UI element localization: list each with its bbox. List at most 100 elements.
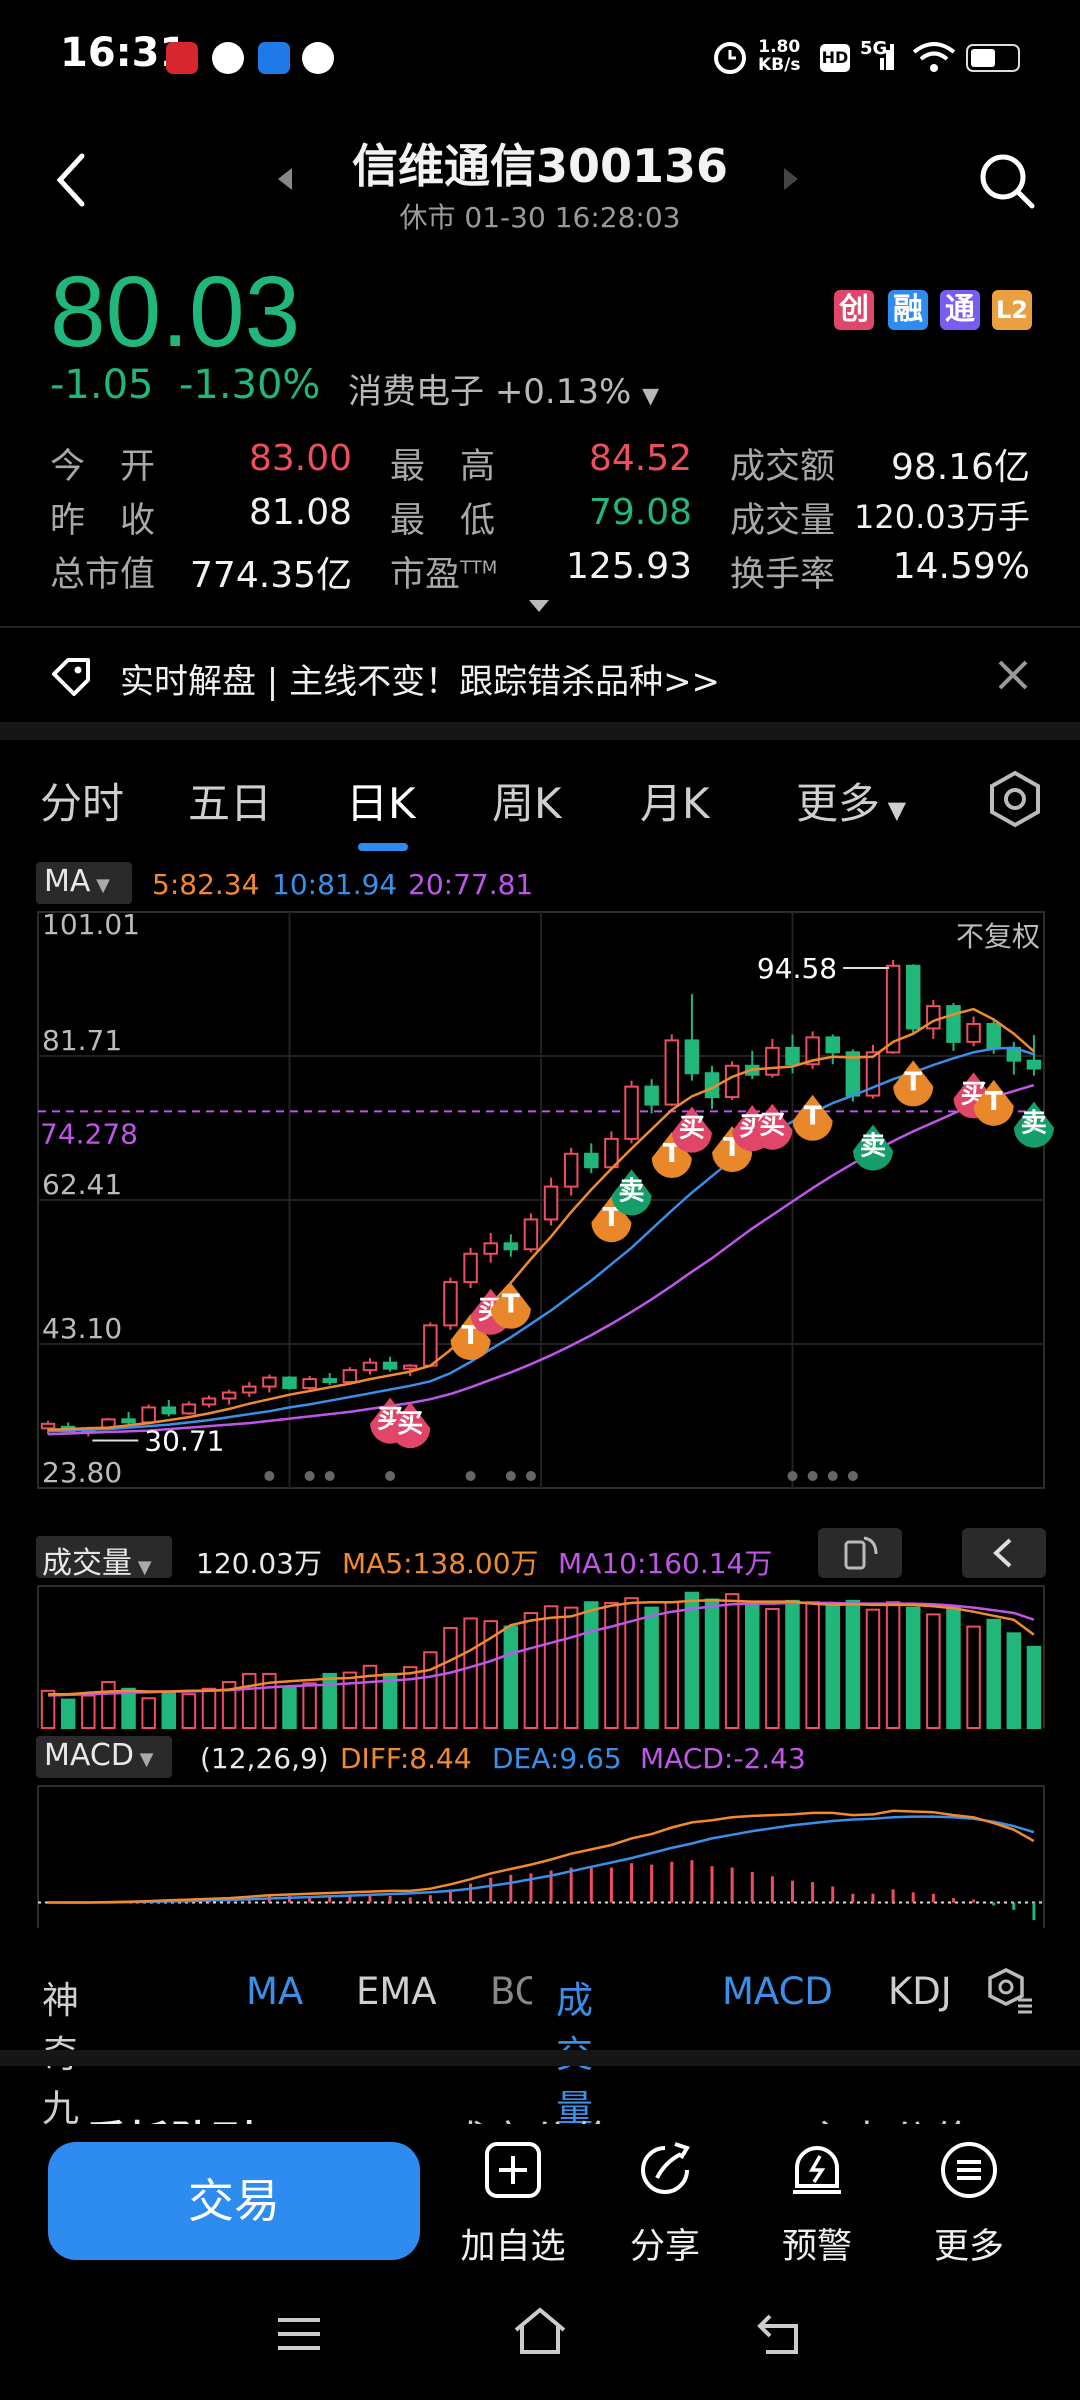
- expand-icon[interactable]: [528, 598, 550, 614]
- tab-daily-k[interactable]: 日K: [346, 779, 416, 828]
- tag-icon: [52, 658, 90, 696]
- section-tab-price-dist[interactable]: 成交分价: [446, 2108, 614, 2124]
- section-tab-main-dist[interactable]: 主力分价: [806, 2108, 974, 2124]
- trade-signal-marker[interactable]: 买: [390, 1402, 431, 1449]
- event-dot[interactable]: [827, 1471, 838, 1481]
- chevron-down-icon: ▼: [642, 384, 660, 409]
- ma-selector[interactable]: MA ▼: [36, 862, 132, 904]
- news-banner[interactable]: 实时解盘 | 主线不变！跟踪错杀品种>>: [0, 628, 1080, 722]
- candle: [181, 1401, 197, 1415]
- rotate-button[interactable]: [818, 1528, 902, 1578]
- quote-label-text: 成交量: [730, 501, 836, 541]
- message-icon: [302, 42, 334, 74]
- candlestick-chart[interactable]: 101.01 81.71 62.41 43.10 23.80 74.278 不复权 94.58…: [0, 900, 1080, 1500]
- event-dot[interactable]: [847, 1471, 858, 1481]
- volume-bar: [302, 1682, 317, 1729]
- home-icon[interactable]: [510, 2306, 570, 2358]
- indicator-settings-icon[interactable]: [986, 1966, 1036, 2016]
- adjust-mode-label[interactable]: 不复权: [956, 920, 1040, 953]
- indicator-tab-ema[interactable]: EMA: [356, 1970, 437, 2013]
- collapse-button[interactable]: [962, 1528, 1046, 1578]
- sector-link[interactable]: 消费电子 +0.13% ▼: [348, 364, 659, 413]
- quote-value: 125.93: [566, 546, 692, 587]
- trade-signal-marker[interactable]: 卖: [852, 1124, 893, 1171]
- volume-chart[interactable]: [0, 1580, 1080, 1730]
- prev-stock-icon[interactable]: [276, 166, 294, 192]
- wechat-icon: [212, 42, 244, 74]
- back-icon[interactable]: [54, 152, 88, 208]
- candle: [865, 1044, 881, 1099]
- trade-signal-marker[interactable]: T: [651, 1132, 692, 1179]
- add-watchlist-button[interactable]: 加自选: [448, 2140, 578, 2269]
- volume-bar: [845, 1599, 861, 1729]
- trade-signal-marker[interactable]: T: [490, 1282, 531, 1329]
- trade-signal-marker[interactable]: 买: [752, 1103, 793, 1150]
- event-dot[interactable]: [787, 1471, 798, 1481]
- trade-signal-marker[interactable]: 买: [671, 1106, 712, 1153]
- y-axis-label: 81.71: [42, 1024, 122, 1057]
- event-dot[interactable]: [264, 1471, 275, 1481]
- tab-monthly-k[interactable]: 月K: [640, 779, 710, 828]
- macd-selector[interactable]: MACD ▼: [36, 1736, 172, 1778]
- tab-weekly-k[interactable]: 周K: [492, 779, 562, 828]
- event-dot[interactable]: [807, 1471, 818, 1481]
- quote-value: 98.16亿: [890, 447, 1030, 488]
- stock-title: 信维通信300136: [351, 139, 729, 193]
- signal-label: T: [985, 1087, 1003, 1117]
- close-icon[interactable]: [996, 658, 1030, 692]
- event-dot[interactable]: [385, 1471, 396, 1481]
- event-dot[interactable]: [505, 1471, 516, 1481]
- next-stock-icon[interactable]: [782, 166, 800, 192]
- trade-signal-marker[interactable]: T: [591, 1196, 632, 1243]
- alarm-icon: [714, 42, 746, 74]
- event-dot[interactable]: [525, 1471, 536, 1481]
- network-speed: 1.80 KB/s: [758, 38, 800, 74]
- indicator-tab-boll[interactable]: BOLL: [490, 1970, 532, 2013]
- trade-signal-marker[interactable]: T: [893, 1060, 934, 1107]
- share-button[interactable]: 分享: [600, 2140, 730, 2269]
- battery-icon: [966, 44, 1020, 72]
- event-dot[interactable]: [324, 1471, 335, 1481]
- indicator-tab-ma[interactable]: MA: [246, 1970, 304, 2013]
- status-bar: 16:31 1.80 KB/s HD 5G: [0, 0, 1080, 110]
- volume-value: 120.03万: [196, 1547, 322, 1580]
- tab-five-day[interactable]: 五日: [188, 779, 273, 828]
- ma5-value: 5:82.34: [152, 868, 260, 901]
- signal-label: 卖: [860, 1132, 886, 1162]
- quote-label: 成交量: [730, 492, 835, 543]
- trade-signal-marker[interactable]: 卖: [611, 1169, 652, 1216]
- search-icon[interactable]: [978, 152, 1036, 210]
- add-icon: [485, 2142, 541, 2198]
- alert-button[interactable]: 预警: [752, 2140, 882, 2269]
- indicator-tab-macd[interactable]: MACD: [722, 1970, 833, 2013]
- indicator-tab-kdj[interactable]: KDJ: [888, 1970, 952, 2013]
- volume-bar: [81, 1694, 96, 1729]
- macd-chart[interactable]: [0, 1780, 1080, 1930]
- candle: [584, 1143, 599, 1174]
- alert-label: 预警: [781, 2227, 852, 2267]
- event-dot[interactable]: [304, 1471, 315, 1481]
- recent-apps-icon[interactable]: [274, 2314, 324, 2354]
- add-watchlist-label: 加自选: [460, 2227, 566, 2267]
- volume-bar: [664, 1601, 680, 1730]
- sector-change: +0.13%: [494, 372, 632, 412]
- quote-label: 成交额: [730, 438, 835, 489]
- trade-signal-marker[interactable]: T: [973, 1079, 1014, 1126]
- tab-more[interactable]: 更多 ▼: [796, 770, 906, 831]
- tab-intraday[interactable]: 分时: [40, 779, 125, 828]
- back-nav-icon[interactable]: [756, 2310, 806, 2356]
- chart-settings-icon[interactable]: [988, 770, 1042, 828]
- volume-bar: [40, 1689, 56, 1729]
- volume-selector[interactable]: 成交量 ▼: [36, 1536, 172, 1581]
- more-button[interactable]: 更多: [904, 2140, 1034, 2269]
- quote-label-text: 最 低: [390, 501, 496, 541]
- share-label: 分享: [629, 2227, 700, 2267]
- trade-signal-marker[interactable]: 卖: [1013, 1101, 1054, 1148]
- trade-signal-marker[interactable]: T: [450, 1314, 491, 1361]
- event-dot[interactable]: [465, 1471, 476, 1481]
- indicator-tab-td9[interactable]: 神奇九转: [42, 1979, 79, 2184]
- volume-bar: [1026, 1645, 1042, 1729]
- trade-signal-marker[interactable]: T: [792, 1094, 833, 1141]
- trade-button[interactable]: 交易: [48, 2142, 420, 2260]
- section-tab-order-queue[interactable]: 委托队列: [86, 2108, 254, 2124]
